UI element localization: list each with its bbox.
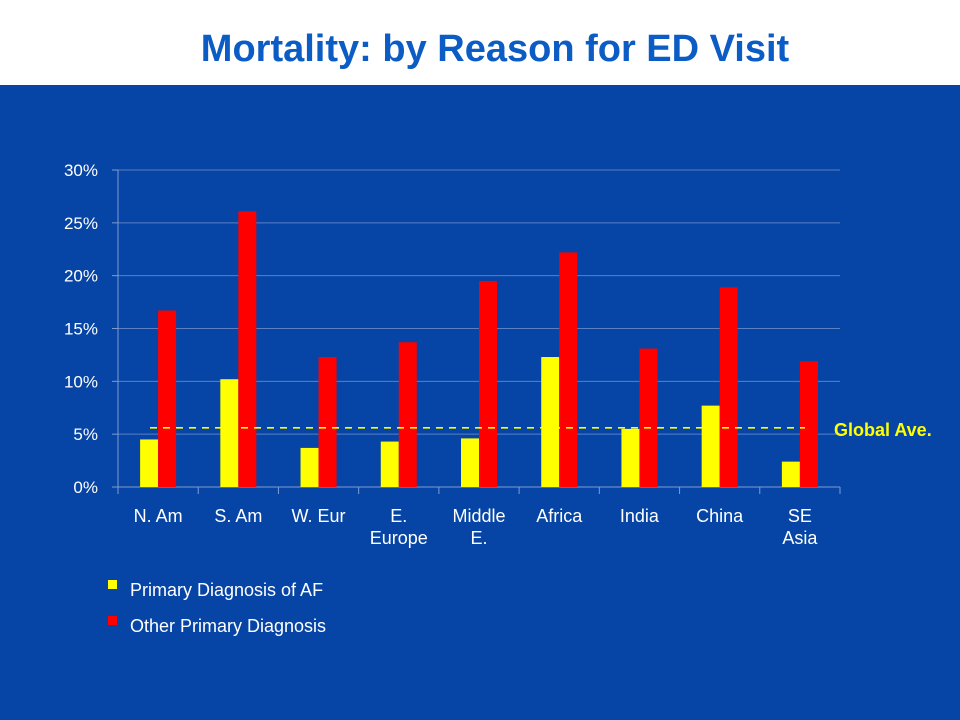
x-tick-label-line: E. xyxy=(470,528,487,548)
y-tick-label: 0% xyxy=(73,478,98,497)
y-tick-label: 25% xyxy=(64,214,98,233)
x-tick-label: India xyxy=(620,506,660,526)
slide-title: Mortality: by Reason for ED Visit xyxy=(200,28,790,70)
bar-other-diagnosis xyxy=(559,252,578,487)
bars xyxy=(140,211,818,487)
x-tick-label-line: Asia xyxy=(782,528,818,548)
x-tick-label-line: E. xyxy=(390,506,407,526)
x-tick-label-line: Africa xyxy=(536,506,583,526)
title-band xyxy=(0,0,960,85)
x-tick-label-line: Middle xyxy=(452,506,505,526)
legend-swatch-primary-af xyxy=(108,580,117,589)
bar-primary-af xyxy=(300,447,319,487)
x-tick-label: SE Asia xyxy=(782,506,818,548)
x-tick-label: E. Europe xyxy=(370,506,428,548)
reference-line-label: Global Ave. xyxy=(834,420,932,440)
bar-primary-af xyxy=(621,428,640,487)
bar-primary-af xyxy=(380,441,399,487)
legend-swatch-other xyxy=(108,616,117,625)
x-tick-label: Africa xyxy=(536,506,583,526)
y-tick-label: 15% xyxy=(64,320,98,339)
bar-primary-af xyxy=(140,439,159,487)
y-tick-label: 20% xyxy=(64,267,98,286)
x-tick-label-line: China xyxy=(696,506,744,526)
bar-other-diagnosis xyxy=(398,342,417,487)
x-tick-label-line: W. Eur xyxy=(292,506,346,526)
bar-other-diagnosis xyxy=(238,211,257,487)
x-tick-label-line: S. Am xyxy=(214,506,262,526)
bar-primary-af xyxy=(781,461,800,487)
x-tick-label: N. Am xyxy=(134,506,183,526)
bar-other-diagnosis xyxy=(799,361,818,487)
y-tick-label: 10% xyxy=(64,372,98,391)
y-tick-labels: 0% 5% 10% 15% 20% 25% 30% xyxy=(64,161,98,497)
y-tick-label: 5% xyxy=(73,425,98,444)
x-tick-label-line: India xyxy=(620,506,660,526)
bar-other-diagnosis xyxy=(639,348,658,487)
bar-primary-af xyxy=(541,357,560,487)
x-tick-label: S. Am xyxy=(214,506,262,526)
bar-primary-af xyxy=(220,379,239,487)
bar-other-diagnosis xyxy=(479,280,497,487)
x-tick-label-line: SE xyxy=(788,506,812,526)
y-tick-label: 30% xyxy=(64,161,98,180)
x-tick-label: Middle E. xyxy=(452,506,505,548)
legend-label-other: Other Primary Diagnosis xyxy=(130,616,327,636)
bar-other-diagnosis xyxy=(719,287,738,487)
x-tick-label-line: Europe xyxy=(370,528,428,548)
bar-primary-af xyxy=(701,405,720,487)
x-tick-label: W. Eur xyxy=(292,506,346,526)
bar-other-diagnosis xyxy=(318,357,337,487)
legend-label-primary-af: Primary Diagnosis of AF xyxy=(130,580,324,600)
x-tick-label-line: N. Am xyxy=(134,506,183,526)
bar-other-diagnosis xyxy=(158,310,177,487)
x-tick-label: China xyxy=(696,506,744,526)
bar-primary-af xyxy=(461,438,479,487)
